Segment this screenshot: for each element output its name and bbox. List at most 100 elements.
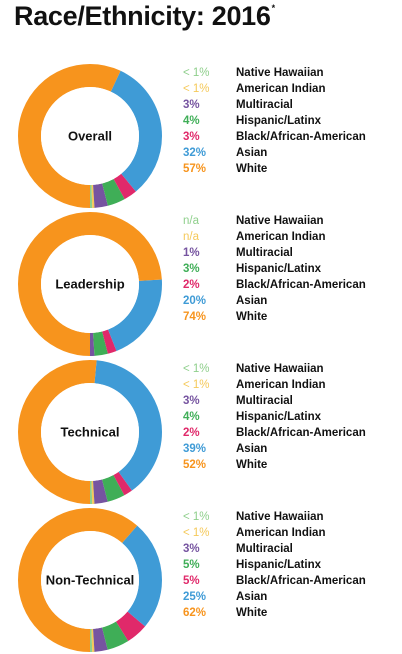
legend-label: Native Hawaiian xyxy=(236,67,324,79)
legend-value: 4% xyxy=(183,115,200,127)
legend-row-white: 57% White xyxy=(183,161,398,177)
legend-label: American Indian xyxy=(236,231,326,243)
legend-label: Hispanic/Latinx xyxy=(236,115,321,127)
legend: < 1% Native Hawaiian < 1% American Indian 3%… xyxy=(183,361,398,473)
legend-value: < 1% xyxy=(183,67,210,79)
legend-row-asian: 25% Asian xyxy=(183,589,398,605)
legend-value: < 1% xyxy=(183,379,210,391)
legend-row-black-african-american: 2% Black/African-American xyxy=(183,425,398,441)
donut-hole xyxy=(41,531,139,629)
legend-value: 52% xyxy=(183,459,207,471)
legend-value: 1% xyxy=(183,247,200,259)
legend-value: 3% xyxy=(183,131,200,143)
legend-row-multiracial: 3% Multiracial xyxy=(183,97,398,113)
legend-row-black-african-american: 3% Black/African-American xyxy=(183,129,398,145)
legend-row-hispanic-latinx: 3% Hispanic/Latinx xyxy=(183,261,398,277)
legend-value: 2% xyxy=(183,279,200,291)
legend-row-multiracial: 1% Multiracial xyxy=(183,245,398,261)
legend-row-black-african-american: 2% Black/African-American xyxy=(183,277,398,293)
legend-value: < 1% xyxy=(183,83,210,95)
legend-label: Native Hawaiian xyxy=(236,363,324,375)
donut-slice-white xyxy=(18,64,162,208)
legend-label: Asian xyxy=(236,147,268,159)
legend: < 1% Native Hawaiian < 1% American Indian 3%… xyxy=(183,65,398,177)
legend-row-black-african-american: 5% Black/African-American xyxy=(183,573,398,589)
chart-panel-leadership: Leadership n/a Native Hawaiian n/a American … xyxy=(0,205,402,356)
legend-row-native-hawaiian: < 1% Native Hawaiian xyxy=(183,65,398,81)
legend-value: 3% xyxy=(183,395,200,407)
legend-label: Native Hawaiian xyxy=(236,511,324,523)
legend-row-multiracial: 3% Multiracial xyxy=(183,393,398,409)
legend-value: 3% xyxy=(183,99,200,111)
legend-row-hispanic-latinx: 5% Hispanic/Latinx xyxy=(183,557,398,573)
legend-label: Black/African-American xyxy=(236,131,366,143)
donut-center-label: Overall xyxy=(68,129,112,144)
donut-hole xyxy=(41,383,139,481)
legend-row-hispanic-latinx: 4% Hispanic/Latinx xyxy=(183,409,398,425)
page-title: Race/Ethnicity: 2016* xyxy=(14,1,275,32)
donut-slice-asian xyxy=(18,64,162,208)
legend-row-native-hawaiian: n/a Native Hawaiian xyxy=(183,213,398,229)
donut-slice-asian xyxy=(18,508,162,652)
chart-panel-overall: Overall < 1% Native Hawaiian < 1% American I… xyxy=(0,57,402,208)
legend-row-white: 62% White xyxy=(183,605,398,621)
legend-label: Black/African-American xyxy=(236,575,366,587)
legend-label: Multiracial xyxy=(236,395,293,407)
legend-label: Multiracial xyxy=(236,247,293,259)
legend-row-asian: 39% Asian xyxy=(183,441,398,457)
legend-label: Asian xyxy=(236,591,268,603)
title-footnote-mark: * xyxy=(271,3,276,13)
donut-hole xyxy=(41,87,139,185)
legend-row-american-indian: n/a American Indian xyxy=(183,229,398,245)
donut-slice-white xyxy=(18,508,162,652)
legend-row-american-indian: < 1% American Indian xyxy=(183,377,398,393)
legend-label: American Indian xyxy=(236,379,326,391)
legend-label: Black/African-American xyxy=(236,279,366,291)
legend-value: 57% xyxy=(183,163,207,175)
legend-value: 25% xyxy=(183,591,207,603)
legend-row-hispanic-latinx: 4% Hispanic/Latinx xyxy=(183,113,398,129)
legend-row-white: 52% White xyxy=(183,457,398,473)
chart-panel-technical: Technical < 1% Native Hawaiian < 1% American… xyxy=(0,353,402,504)
legend-label: White xyxy=(236,163,268,175)
legend-label: Asian xyxy=(236,295,268,307)
legend-label: Hispanic/Latinx xyxy=(236,559,321,571)
legend-label: White xyxy=(236,607,268,619)
legend-label: Hispanic/Latinx xyxy=(236,263,321,275)
legend-row-native-hawaiian: < 1% Native Hawaiian xyxy=(183,509,398,525)
chart-panel-non-technical: Non-Technical < 1% Native Hawaiian < 1% Amer… xyxy=(0,501,402,652)
legend-value: 5% xyxy=(183,559,200,571)
legend-value: 4% xyxy=(183,411,200,423)
donut-center-label: Leadership xyxy=(55,277,124,292)
legend-value: 3% xyxy=(183,543,200,555)
legend-row-multiracial: 3% Multiracial xyxy=(183,541,398,557)
donut-slice-white xyxy=(18,212,162,356)
donut-chart: Non-Technical xyxy=(18,508,162,652)
legend-row-native-hawaiian: < 1% Native Hawaiian xyxy=(183,361,398,377)
legend-row-american-indian: < 1% American Indian xyxy=(183,525,398,541)
legend-row-american-indian: < 1% American Indian xyxy=(183,81,398,97)
legend-value: 39% xyxy=(183,443,207,455)
donut-chart: Overall xyxy=(18,64,162,208)
legend-value: 32% xyxy=(183,147,207,159)
legend: n/a Native Hawaiian n/a American Indian 1% Mu… xyxy=(183,213,398,325)
title-text: Race/Ethnicity: 2016 xyxy=(14,1,271,31)
legend-label: American Indian xyxy=(236,527,326,539)
legend-label: Asian xyxy=(236,443,268,455)
legend-value: < 1% xyxy=(183,527,210,539)
donut-hole xyxy=(41,235,139,333)
legend-value: 74% xyxy=(183,311,207,323)
legend-value: n/a xyxy=(183,231,199,243)
legend-label: Native Hawaiian xyxy=(236,215,324,227)
legend-row-asian: 32% Asian xyxy=(183,145,398,161)
legend-row-white: 74% White xyxy=(183,309,398,325)
donut-slice-white xyxy=(18,360,162,504)
legend-label: Black/African-American xyxy=(236,427,366,439)
legend-value: n/a xyxy=(183,215,199,227)
legend-value: < 1% xyxy=(183,511,210,523)
legend-value: 3% xyxy=(183,263,200,275)
legend-label: Multiracial xyxy=(236,543,293,555)
legend-label: American Indian xyxy=(236,83,326,95)
donut-center-label: Non-Technical xyxy=(46,573,135,588)
legend-label: Multiracial xyxy=(236,99,293,111)
